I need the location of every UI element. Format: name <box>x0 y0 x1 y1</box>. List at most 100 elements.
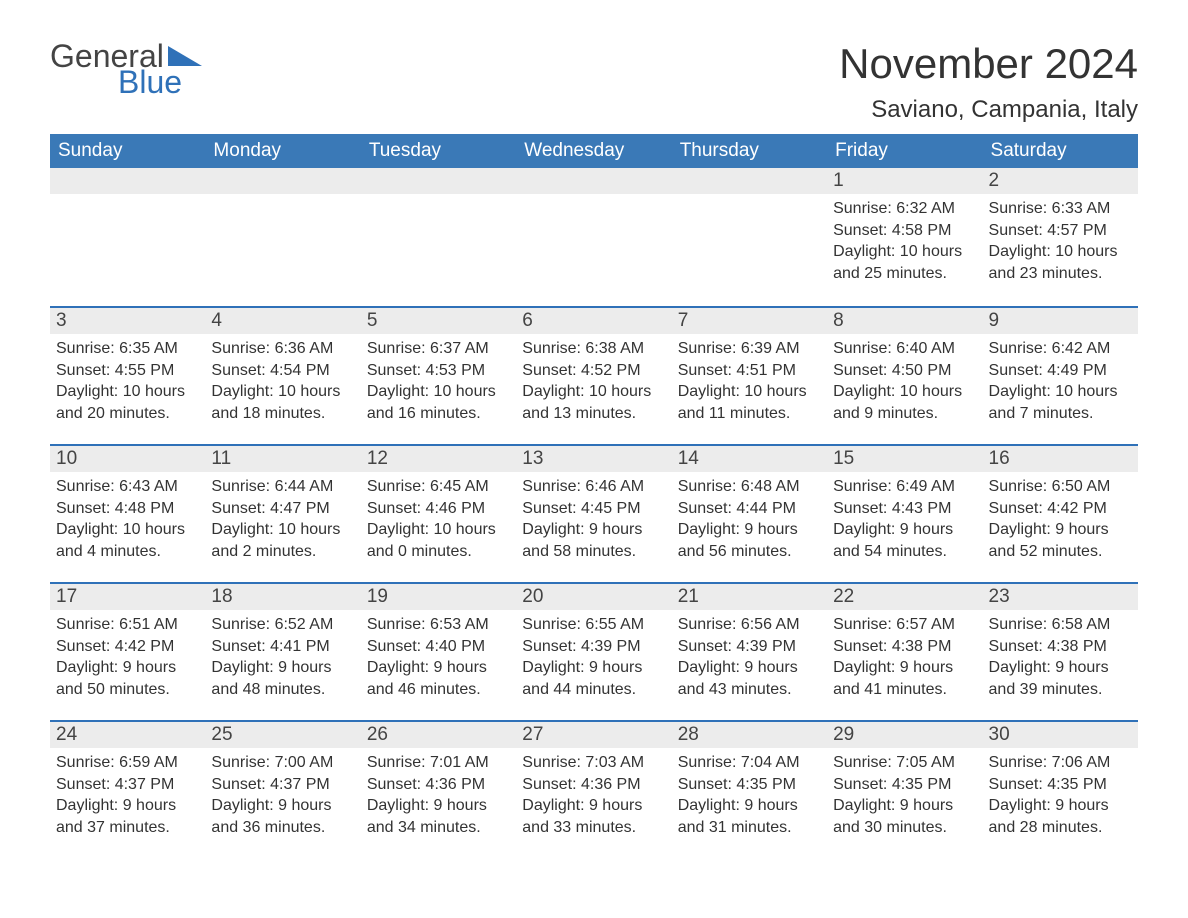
calendar-cell: 27Sunrise: 7:03 AMSunset: 4:36 PMDayligh… <box>516 720 671 858</box>
day-sunrise: Sunrise: 6:56 AM <box>678 614 821 636</box>
day-body: Sunrise: 6:50 AMSunset: 4:42 PMDaylight:… <box>983 472 1138 568</box>
col-header: Tuesday <box>361 134 516 168</box>
day-sunset: Sunset: 4:35 PM <box>833 774 976 796</box>
day-number: 3 <box>50 306 205 334</box>
day-number: 23 <box>983 582 1138 610</box>
day-d2: and 20 minutes. <box>56 403 199 425</box>
day-sunrise: Sunrise: 6:51 AM <box>56 614 199 636</box>
day-d2: and 23 minutes. <box>989 263 1132 285</box>
day-sunset: Sunset: 4:45 PM <box>522 498 665 520</box>
day-body: Sunrise: 6:45 AMSunset: 4:46 PMDaylight:… <box>361 472 516 568</box>
day-sunset: Sunset: 4:36 PM <box>367 774 510 796</box>
day-d1: Daylight: 10 hours <box>367 519 510 541</box>
day-sunrise: Sunrise: 6:37 AM <box>367 338 510 360</box>
day-sunrise: Sunrise: 6:46 AM <box>522 476 665 498</box>
day-d1: Daylight: 10 hours <box>211 381 354 403</box>
day-body: Sunrise: 6:32 AMSunset: 4:58 PMDaylight:… <box>827 194 982 290</box>
day-body: Sunrise: 6:49 AMSunset: 4:43 PMDaylight:… <box>827 472 982 568</box>
day-d1: Daylight: 9 hours <box>833 795 976 817</box>
day-d1: Daylight: 9 hours <box>522 519 665 541</box>
day-sunrise: Sunrise: 6:59 AM <box>56 752 199 774</box>
day-sunrise: Sunrise: 6:45 AM <box>367 476 510 498</box>
day-d1: Daylight: 9 hours <box>678 519 821 541</box>
day-number: 14 <box>672 444 827 472</box>
day-number: 7 <box>672 306 827 334</box>
day-sunrise: Sunrise: 7:05 AM <box>833 752 976 774</box>
day-sunrise: Sunrise: 7:06 AM <box>989 752 1132 774</box>
day-sunset: Sunset: 4:39 PM <box>678 636 821 658</box>
day-d2: and 2 minutes. <box>211 541 354 563</box>
calendar-cell: 25Sunrise: 7:00 AMSunset: 4:37 PMDayligh… <box>205 720 360 858</box>
day-number: 9 <box>983 306 1138 334</box>
day-number: 2 <box>983 168 1138 194</box>
calendar-cell: 23Sunrise: 6:58 AMSunset: 4:38 PMDayligh… <box>983 582 1138 720</box>
day-sunrise: Sunrise: 7:01 AM <box>367 752 510 774</box>
day-number: 1 <box>827 168 982 194</box>
day-number: 24 <box>50 720 205 748</box>
day-number: 16 <box>983 444 1138 472</box>
day-body: Sunrise: 6:46 AMSunset: 4:45 PMDaylight:… <box>516 472 671 568</box>
empty-daynum <box>361 168 516 194</box>
day-d1: Daylight: 9 hours <box>678 657 821 679</box>
calendar-cell: 29Sunrise: 7:05 AMSunset: 4:35 PMDayligh… <box>827 720 982 858</box>
col-header: Sunday <box>50 134 205 168</box>
day-d2: and 44 minutes. <box>522 679 665 701</box>
day-body: Sunrise: 6:55 AMSunset: 4:39 PMDaylight:… <box>516 610 671 706</box>
calendar-cell: 8Sunrise: 6:40 AMSunset: 4:50 PMDaylight… <box>827 306 982 444</box>
day-sunrise: Sunrise: 6:58 AM <box>989 614 1132 636</box>
day-sunset: Sunset: 4:43 PM <box>833 498 976 520</box>
day-d2: and 31 minutes. <box>678 817 821 839</box>
day-sunset: Sunset: 4:48 PM <box>56 498 199 520</box>
day-sunset: Sunset: 4:57 PM <box>989 220 1132 242</box>
calendar-cell: 11Sunrise: 6:44 AMSunset: 4:47 PMDayligh… <box>205 444 360 582</box>
col-header: Monday <box>205 134 360 168</box>
day-body: Sunrise: 6:33 AMSunset: 4:57 PMDaylight:… <box>983 194 1138 290</box>
empty-daynum <box>50 168 205 194</box>
day-d1: Daylight: 10 hours <box>56 519 199 541</box>
day-d1: Daylight: 9 hours <box>678 795 821 817</box>
day-d2: and 54 minutes. <box>833 541 976 563</box>
calendar-cell: 4Sunrise: 6:36 AMSunset: 4:54 PMDaylight… <box>205 306 360 444</box>
day-number: 28 <box>672 720 827 748</box>
day-sunrise: Sunrise: 6:39 AM <box>678 338 821 360</box>
col-header: Thursday <box>672 134 827 168</box>
calendar-week-row: 10Sunrise: 6:43 AMSunset: 4:48 PMDayligh… <box>50 444 1138 582</box>
day-sunrise: Sunrise: 6:48 AM <box>678 476 821 498</box>
day-sunset: Sunset: 4:42 PM <box>56 636 199 658</box>
day-d2: and 11 minutes. <box>678 403 821 425</box>
calendar-cell: 6Sunrise: 6:38 AMSunset: 4:52 PMDaylight… <box>516 306 671 444</box>
calendar-cell: 21Sunrise: 6:56 AMSunset: 4:39 PMDayligh… <box>672 582 827 720</box>
day-d2: and 33 minutes. <box>522 817 665 839</box>
header: General Blue November 2024 Saviano, Camp… <box>50 40 1138 124</box>
calendar-week-row: 1Sunrise: 6:32 AMSunset: 4:58 PMDaylight… <box>50 168 1138 306</box>
day-sunrise: Sunrise: 6:55 AM <box>522 614 665 636</box>
calendar-cell <box>205 168 360 306</box>
day-sunrise: Sunrise: 6:57 AM <box>833 614 976 636</box>
day-d1: Daylight: 10 hours <box>367 381 510 403</box>
logo-word-blue: Blue <box>118 66 202 98</box>
calendar-cell: 18Sunrise: 6:52 AMSunset: 4:41 PMDayligh… <box>205 582 360 720</box>
day-number: 13 <box>516 444 671 472</box>
day-sunrise: Sunrise: 6:33 AM <box>989 198 1132 220</box>
day-d1: Daylight: 10 hours <box>989 381 1132 403</box>
calendar-week-row: 17Sunrise: 6:51 AMSunset: 4:42 PMDayligh… <box>50 582 1138 720</box>
day-sunrise: Sunrise: 6:38 AM <box>522 338 665 360</box>
day-number: 15 <box>827 444 982 472</box>
day-body: Sunrise: 6:53 AMSunset: 4:40 PMDaylight:… <box>361 610 516 706</box>
calendar-cell: 24Sunrise: 6:59 AMSunset: 4:37 PMDayligh… <box>50 720 205 858</box>
day-d2: and 48 minutes. <box>211 679 354 701</box>
day-sunrise: Sunrise: 6:32 AM <box>833 198 976 220</box>
day-sunrise: Sunrise: 6:42 AM <box>989 338 1132 360</box>
empty-daynum <box>516 168 671 194</box>
calendar-cell: 13Sunrise: 6:46 AMSunset: 4:45 PMDayligh… <box>516 444 671 582</box>
calendar-week-row: 24Sunrise: 6:59 AMSunset: 4:37 PMDayligh… <box>50 720 1138 858</box>
day-body: Sunrise: 6:42 AMSunset: 4:49 PMDaylight:… <box>983 334 1138 430</box>
day-d2: and 43 minutes. <box>678 679 821 701</box>
calendar-cell: 17Sunrise: 6:51 AMSunset: 4:42 PMDayligh… <box>50 582 205 720</box>
day-d1: Daylight: 9 hours <box>522 657 665 679</box>
day-number: 12 <box>361 444 516 472</box>
calendar-cell: 9Sunrise: 6:42 AMSunset: 4:49 PMDaylight… <box>983 306 1138 444</box>
day-body: Sunrise: 6:43 AMSunset: 4:48 PMDaylight:… <box>50 472 205 568</box>
day-sunset: Sunset: 4:54 PM <box>211 360 354 382</box>
day-d1: Daylight: 9 hours <box>989 795 1132 817</box>
